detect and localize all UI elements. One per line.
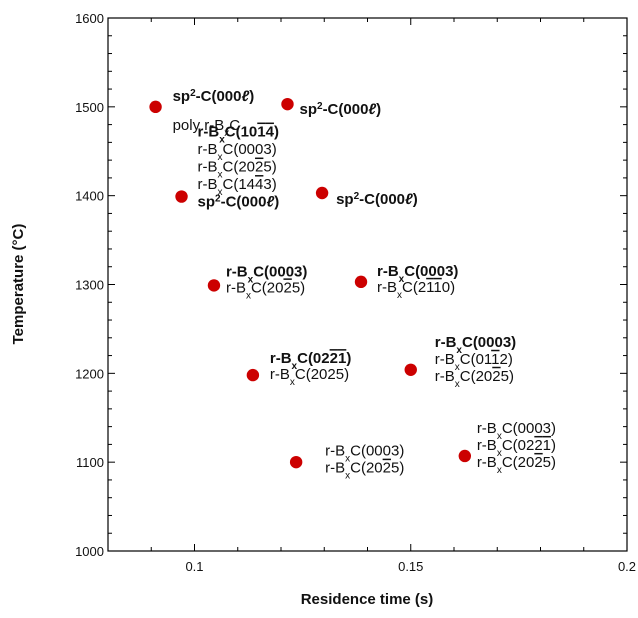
- data-point: [207, 279, 221, 292]
- point-label: r-BxC(0221): [270, 350, 351, 372]
- data-point: [149, 100, 162, 114]
- data-point: [458, 449, 472, 463]
- x-tick-label: 0.2: [618, 559, 636, 574]
- y-axis-title: Temperature (°C): [10, 224, 27, 345]
- point-label: r-BxC(0112): [435, 351, 513, 373]
- data-point: [404, 363, 417, 376]
- point-label: r-BxC(0003): [325, 443, 404, 465]
- point-label: r-BxC(2025): [477, 454, 556, 476]
- point-label: sp2-C(000ℓ): [173, 87, 255, 105]
- y-tick-label: 1500: [75, 100, 104, 115]
- point-label: r-BxC(2025): [435, 368, 514, 390]
- point-label: r-BxC(0003): [435, 334, 516, 356]
- point-label: r-BxC(0003): [198, 141, 277, 163]
- point-label: poly r-BxC: [173, 117, 241, 139]
- point-label: sp2-C(000ℓ): [198, 193, 280, 211]
- point-label: r-BxC(2025): [226, 279, 305, 301]
- y-tick-label: 1100: [76, 455, 104, 470]
- point-label: sp2-C(000ℓ): [336, 191, 418, 209]
- y-tick-label: 1000: [75, 544, 104, 559]
- y-tick-label: 1200: [75, 366, 104, 381]
- data-points: [149, 97, 472, 469]
- data-point: [354, 275, 368, 289]
- axis-ticks: 0.1 0.15 0.2 1000 1100 1200 1300 1400 1500 1600: [75, 11, 636, 574]
- point-label: r-BxC(2025): [198, 159, 277, 181]
- data-point: [289, 455, 303, 469]
- point-label: r-BxC(2110): [377, 279, 455, 301]
- x-tick-label: 0.15: [398, 559, 423, 574]
- point-label: r-BxC(1014): [198, 124, 279, 146]
- y-tick-label: 1300: [75, 278, 104, 293]
- point-label: r-BxC(0003): [377, 263, 458, 285]
- data-point: [175, 190, 188, 203]
- data-point: [281, 97, 294, 111]
- point-label: r-BxC(1443): [198, 176, 277, 198]
- y-tick-label: 1600: [75, 11, 104, 26]
- y-tick-label: 1400: [75, 189, 104, 204]
- x-axis-title: Residence time (s): [301, 591, 434, 608]
- point-label: r-BxC(0003): [477, 420, 556, 442]
- point-label: r-BxC(0221): [477, 437, 556, 459]
- data-point: [315, 186, 329, 200]
- data-point: [246, 368, 260, 382]
- point-label: sp2-C(000ℓ): [299, 101, 381, 119]
- point-label: r-BxC(0003): [226, 263, 307, 285]
- x-tick-label: 0.1: [185, 559, 203, 574]
- point-label: r-BxC(2025): [270, 366, 349, 388]
- point-label: r-BxC(2025): [325, 460, 404, 482]
